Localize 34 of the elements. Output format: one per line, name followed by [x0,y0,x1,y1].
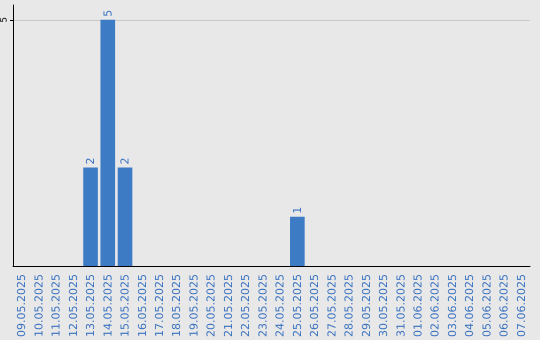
x-tick-label: 11.05.2025 [50,274,63,338]
x-tick-label: 04.06.2025 [463,274,476,338]
x-tick-label: 18.05.2025 [170,274,184,338]
x-tick-label: 12.05.2025 [66,274,80,338]
x-tick-label: 26.05.2025 [308,274,322,338]
x-tick-label: 25.05.2025 [290,274,304,338]
x-tick-label: 21.05.2025 [222,274,235,338]
x-tick-label: 19.05.2025 [187,274,200,338]
data-label: 1 [290,206,304,214]
x-tick-label: 17.05.2025 [152,274,166,338]
x-tick-label: 09.05.2025 [15,274,28,338]
x-tick-label: 01.06.2025 [411,274,424,338]
x-tick-label: 23.05.2025 [256,274,270,338]
x-tick-label: 14.05.2025 [101,274,114,338]
x-tick-label: 03.06.2025 [446,274,459,338]
x-tick-label: 28.05.2025 [342,274,356,338]
x-tick-label: 07.06.2025 [514,274,528,338]
x-tick-label: 10.05.2025 [32,274,46,338]
x-tick-label: 22.05.2025 [239,274,252,338]
x-tick-label: 02.06.2025 [428,274,442,338]
x-tick-label: 29.05.2025 [360,274,373,338]
x-tick-label: 31.05.2025 [394,274,408,338]
x-tick-label: 30.05.2025 [377,274,390,338]
x-tick-label: 20.05.2025 [204,274,218,338]
data-label: 2 [84,158,98,165]
x-tick-label: 16.05.2025 [136,274,149,338]
data-label: 5 [101,10,114,17]
x-tick-label: 13.05.2025 [84,274,98,338]
x-tick-label: 24.05.2025 [274,274,287,338]
x-tick-label: 15.05.2025 [118,274,132,338]
x-tick-label: 27.05.2025 [325,274,338,338]
x-tick-label: 06.06.2025 [498,274,511,338]
x-tick-label: 05.06.2025 [480,274,494,338]
data-label: 2 [118,158,132,165]
